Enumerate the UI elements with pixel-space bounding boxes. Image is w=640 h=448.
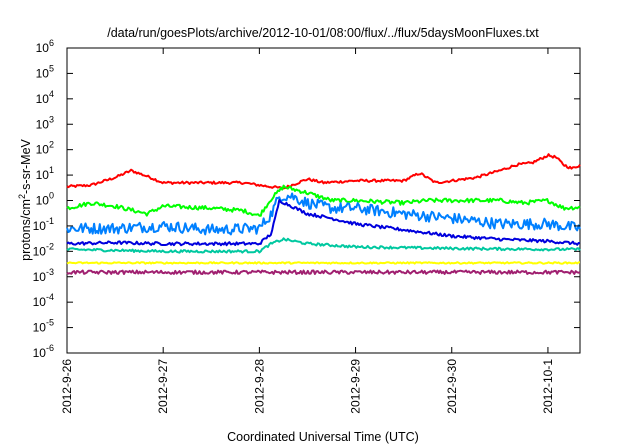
series-line-1 [66,153,581,190]
series-line-4 [66,199,581,247]
series-line-2 [66,184,581,217]
x-tick-label: 2012-9-30 [445,359,459,414]
y-axis-label-sup: 2 [17,194,27,199]
chart-title: /data/run/goesPlots/archive/2012-10-01/0… [107,26,539,40]
y-axis: 106 105 104 103 102 101 100 10-1 10-2 10-3 10-4 10-… [33,38,580,360]
series-line-5 [66,237,581,254]
x-tick-label: 2012-10-1 [541,359,555,414]
series-layer [66,153,581,275]
y-axis-label-rest: -s-sr-MeV [19,138,33,194]
y-tick-label: 102 [36,140,54,157]
series-line-7 [66,269,581,275]
y-tick-label: 103 [36,114,54,131]
x-axis-label: Coordinated Universal Time (UTC) [227,430,419,444]
x-tick-label: 2012-9-29 [349,359,363,414]
x-tick-label: 2012-9-27 [156,359,170,414]
y-tick-label: 10-4 [33,292,54,309]
y-tick-label: 101 [36,165,54,182]
series-line-6 [66,261,581,265]
y-axis-label-main: protons/cm [19,199,33,261]
y-tick-label: 10-3 [33,267,54,284]
y-tick-label: 10-1 [33,216,54,233]
y-tick-label: 10-5 [33,318,54,335]
y-tick-label: 104 [36,89,54,106]
x-tick-label: 2012-9-26 [60,359,74,414]
y-tick-label: 10-2 [33,241,54,258]
y-tick-label: 106 [36,38,54,55]
y-axis-label: protons/cm2-s-sr-MeV [17,138,33,260]
y-tick-label: 100 [36,191,54,208]
x-axis: 2012-9-26 2012-9-27 2012-9-28 2012-9-29 2012… [60,48,555,414]
y-tick-label: 10-6 [33,343,54,360]
series-line-3 [66,192,581,236]
y-tick-label: 105 [36,63,54,80]
x-tick-label: 2012-9-28 [252,359,266,414]
